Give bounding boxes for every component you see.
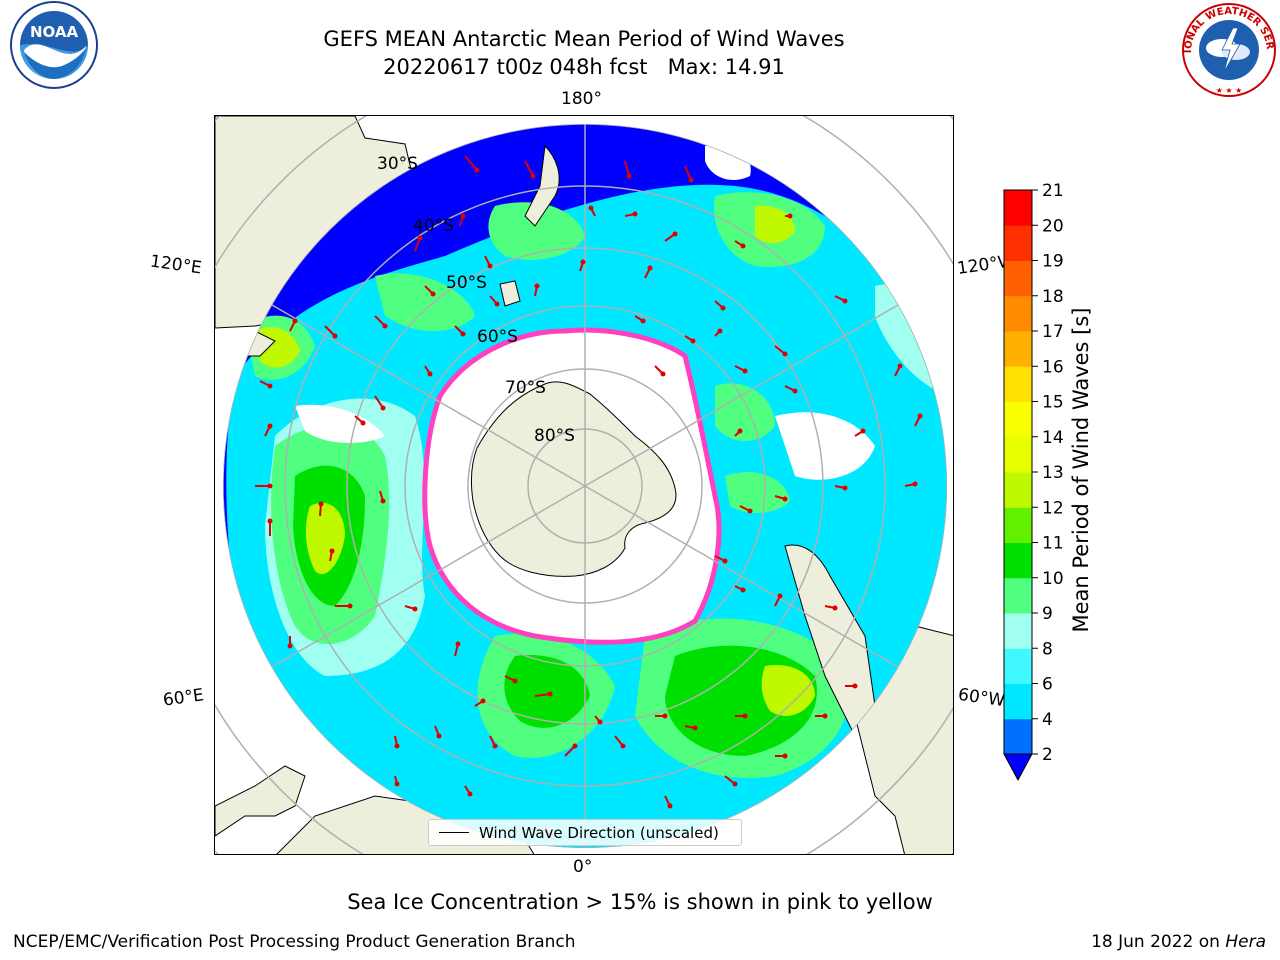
lat-label-80s: 80°S [534,426,575,446]
legend-label: Wind Wave Direction (unscaled) [479,824,719,842]
colorbar-tick-label: 4 [1042,710,1053,730]
direction-arrow [684,165,692,181]
chart-title: GEFS MEAN Antarctic Mean Period of Wind … [323,27,845,51]
footer-date-text: 18 Jun 2022 [1091,932,1194,952]
nws-logo: NATIONAL WEATHER SERVICE ★ ★ ★ [1178,0,1276,97]
direction-arrow [534,693,551,697]
lon-label-0: 0° [573,857,593,877]
lat-label-70s: 70°S [505,378,546,398]
colorbar-tick-label: 12 [1042,498,1064,518]
colorbar-tick-label: 20 [1042,216,1064,236]
colorbar-segment [1004,366,1032,402]
colorbar-tick-label: 14 [1042,428,1064,448]
colorbar-segment [1004,436,1032,473]
lat-label-60s: 60°S [477,327,518,347]
colorbar-under-triangle [1003,753,1033,782]
colorbar-segment [1004,260,1032,297]
colorbar-segment [1004,295,1032,332]
colorbar-tick-label: 6 [1042,675,1053,695]
colorbar-segment [1004,401,1032,438]
colorbar-label: Mean Period of Wind Waves [s] [1069,307,1093,633]
lat-label-50s: 50°S [446,273,487,293]
colorbar-tick-label: 2 [1042,745,1053,765]
lon-label-60e: 60°E [161,685,206,711]
colorbar-segment [1004,472,1032,508]
lon-label-180: 180° [561,89,602,109]
colorbar-tick-label: 19 [1042,252,1064,272]
direction-arrow [464,155,478,171]
graticule [223,124,947,848]
run-info: 20220617 t00z 048h fcst [383,55,648,79]
noaa-logo-text: NOAA [30,23,79,41]
map-frame: 30°S 40°S 50°S 60°S 70°S 80°S Wind Wave … [214,115,954,855]
colorbar-tick-label: 10 [1042,569,1064,589]
max-value: Max: 14.91 [667,55,785,79]
footer-machine: Hera [1225,932,1266,952]
footer-branch: NCEP/EMC/Verification Post Processing Pr… [13,932,576,952]
colorbar-ticks: 2 4 6 8 9 10 11 12 13 14 15 16 17 18 19 20 21 [1032,181,1064,765]
footer-date: 18 Jun 2022 on Hera [1091,932,1266,952]
colorbar-segments [1003,189,1033,782]
colorbar-tick-label: 15 [1042,393,1064,413]
colorbar-segment [1004,613,1032,649]
colorbar-tick-label: 13 [1042,463,1064,483]
colorbar-segment [1004,577,1032,614]
colorbar-tick-label: 17 [1042,322,1064,342]
colorbar-segment [1004,331,1032,367]
colorbar-segment [1004,683,1032,720]
svg-text:★ ★ ★: ★ ★ ★ [1216,86,1243,95]
lat-label-40s: 40°S [413,216,454,236]
direction-arrow [524,160,534,177]
map-legend: Wind Wave Direction (unscaled) [428,819,742,846]
colorbar-segment [1004,718,1032,755]
colorbar-segment [1004,190,1032,226]
colorbar-segment [1004,507,1032,543]
colorbar-segment [1004,648,1032,684]
direction-arrow [624,160,630,177]
colorbar-tick-label: 9 [1042,604,1053,624]
lat-label-30s: 30°S [377,154,418,174]
sea-ice-caption: Sea Ice Concentration > 15% is shown in … [347,890,933,914]
colorbar-tick-label: 18 [1042,287,1064,307]
colorbar-tick-label: 11 [1042,534,1064,554]
legend-line [439,832,469,833]
colorbar-segment [1004,225,1032,261]
lon-label-120e: 120°E [148,251,203,279]
colorbar-tick-label: 21 [1042,181,1064,201]
colorbar: 2 4 6 8 9 10 11 12 13 14 15 16 17 18 19 20 21 [1003,181,1064,782]
colorbar-tick-label: 8 [1042,639,1053,659]
chart-subtitle: 20220617 t00z 048h fcst Max: 14.91 [214,54,954,81]
colorbar-tick-label: 16 [1042,357,1064,377]
noaa-logo: NOAA [10,1,98,89]
wave-period-map: 30°S 40°S 50°S 60°S 70°S 80°S [215,116,953,854]
colorbar-segment [1004,542,1032,579]
